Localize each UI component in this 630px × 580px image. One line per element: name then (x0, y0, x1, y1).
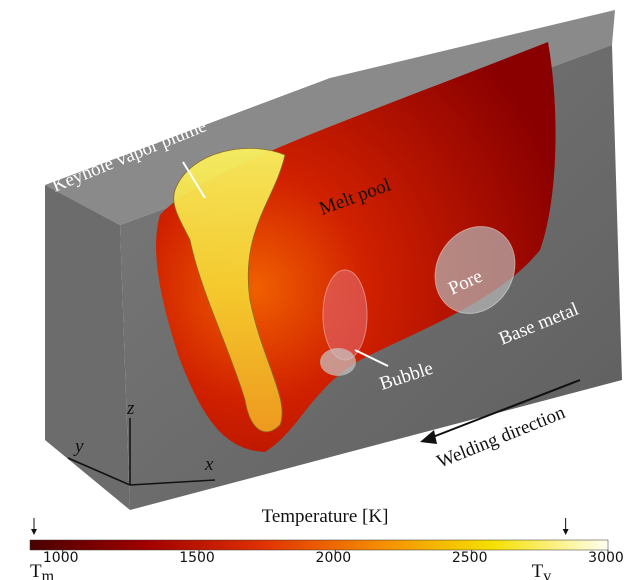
colorbar (30, 540, 608, 550)
scene: Keyhole vapor plume Melt pool Pore Base … (45, 10, 622, 510)
tick-label: 2500 (452, 550, 488, 566)
figure: Keyhole vapor plume Melt pool Pore Base … (0, 0, 630, 580)
x-label: x (204, 454, 214, 475)
marker-subscript: v (543, 568, 551, 580)
bubble-lower (320, 348, 356, 376)
marker-arrow-head (563, 529, 569, 535)
marker-subscript: m (42, 568, 55, 580)
colorbar-title: Temperature [K] (262, 506, 389, 527)
marker-arrow-head (31, 529, 37, 535)
tick-label: 1000 (43, 550, 79, 566)
bubble (323, 270, 367, 360)
tick-label: 2000 (316, 550, 352, 566)
tick-label: 1500 (179, 550, 215, 566)
y-label: y (73, 436, 84, 457)
z-label: z (126, 398, 135, 419)
block-side (45, 185, 130, 510)
tick-label: 3000 (588, 550, 624, 566)
marker-label: Tv (532, 561, 552, 580)
